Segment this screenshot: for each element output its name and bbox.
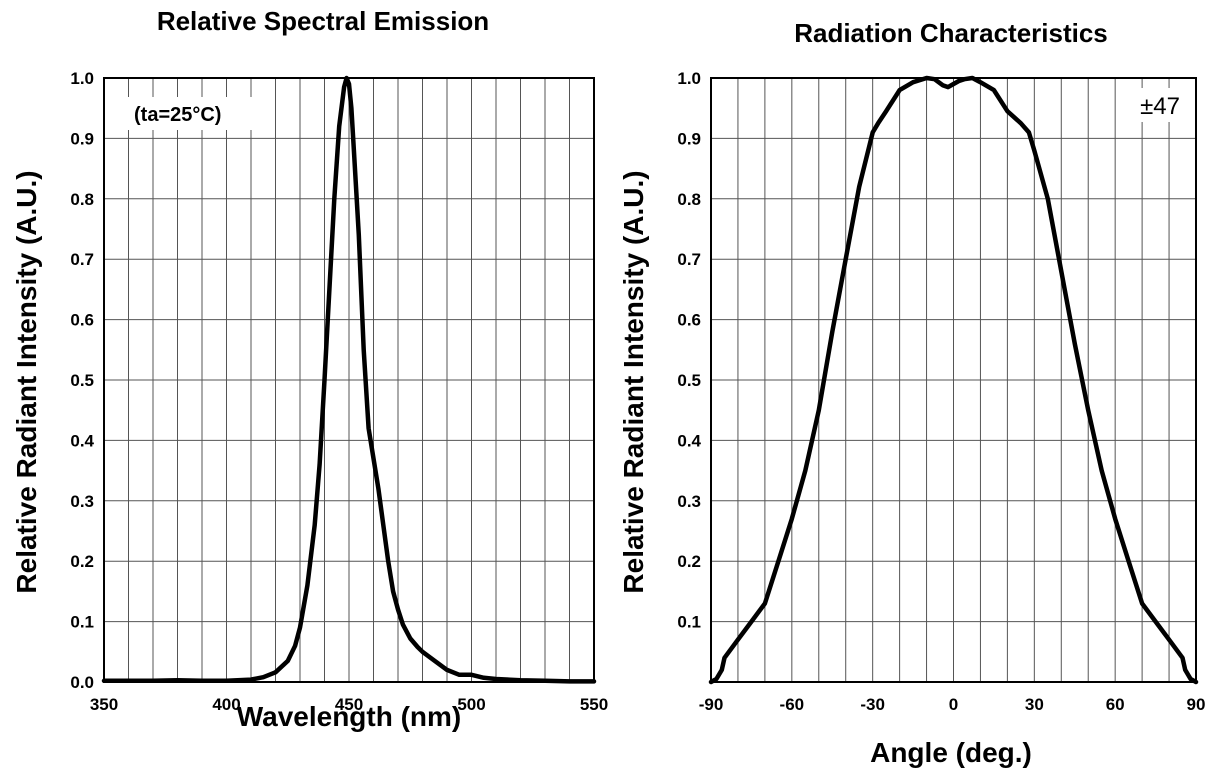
y-tick-label: 0.3	[677, 492, 701, 511]
y-tick-labels: 0.1 0.2 0.3 0.4 0.5 0.6 0.7 0.8 0.9 1.0	[677, 69, 701, 632]
y-tick-label: 0.4	[677, 431, 701, 450]
y-axis-title: Relative Radiant Intensity (A.U.)	[618, 170, 649, 593]
x-tick-label: 550	[580, 695, 608, 714]
y-tick-label: 0.6	[70, 311, 94, 330]
spectral-emission-curve	[101, 75, 597, 684]
radiation-characteristics-chart: Radiation Characteristics 0.10.20.30.40.…	[618, 18, 1205, 768]
y-tick-label: 0.7	[677, 250, 701, 269]
x-tick-label: 500	[457, 695, 485, 714]
y-tick-label: 1.0	[677, 69, 701, 88]
temperature-annotation: (ta=25°C)	[134, 104, 221, 126]
y-tick-label: 0.7	[70, 250, 94, 269]
y-tick-label: 0.1	[70, 613, 94, 632]
y-tick-label: 0.8	[677, 190, 701, 209]
x-tick-labels: 350 400 450 500 550	[90, 695, 608, 714]
x-axis-title: Wavelength (nm)	[237, 701, 462, 732]
x-tick-label: 0	[949, 695, 958, 714]
x-tick-labels: -90 -60 -30 0 30 60 90	[699, 695, 1206, 714]
x-tick-label: 30	[1025, 695, 1044, 714]
x-tick-label: 450	[335, 695, 363, 714]
x-tick-label: -60	[780, 695, 805, 714]
y-tick-label: 0.5	[677, 371, 701, 390]
y-tick-label: 0.6	[677, 311, 701, 330]
y-tick-label: 0.5	[70, 371, 94, 390]
y-axis-title: Relative Radiant Intensity (A.U.)	[11, 170, 42, 593]
radiation-pattern-curve	[708, 75, 1199, 685]
y-tick-label: 0.2	[677, 552, 701, 571]
chart-title: Relative Spectral Emission	[157, 6, 489, 36]
x-tick-label: -90	[699, 695, 724, 714]
viewing-angle-annotation: ±47	[1140, 93, 1180, 120]
y-tick-labels: 0.0 0.1 0.2 0.3 0.4 0.5 0.6 0.7 0.8 0.9 1.0	[70, 69, 94, 692]
chart-title: Radiation Characteristics	[794, 18, 1108, 48]
grid	[104, 78, 594, 682]
y-tick-label: 1.0	[70, 69, 94, 88]
spectral-emission-chart: Relative Spectral Emission 0.00.10.20.30…	[11, 6, 608, 732]
x-tick-label: -30	[860, 695, 885, 714]
x-tick-label: 400	[212, 695, 240, 714]
x-axis-title: Angle (deg.)	[870, 737, 1032, 768]
x-tick-label: 60	[1106, 695, 1125, 714]
y-tick-label: 0.3	[70, 492, 94, 511]
plot-frame	[103, 77, 595, 683]
y-tick-label: 0.4	[70, 431, 94, 450]
y-tick-label: 0.0	[70, 673, 94, 692]
y-tick-label: 0.8	[70, 190, 94, 209]
annotation-box	[128, 97, 252, 130]
annotation-box	[1126, 88, 1182, 122]
grid	[711, 78, 1196, 682]
y-tick-label: 0.1	[677, 613, 701, 632]
y-tick-label: 0.2	[70, 552, 94, 571]
x-tick-label: 90	[1187, 695, 1206, 714]
x-tick-label: 350	[90, 695, 118, 714]
y-tick-label: 0.9	[70, 129, 94, 148]
plot-frame	[710, 77, 1197, 683]
y-tick-label: 0.9	[677, 129, 701, 148]
